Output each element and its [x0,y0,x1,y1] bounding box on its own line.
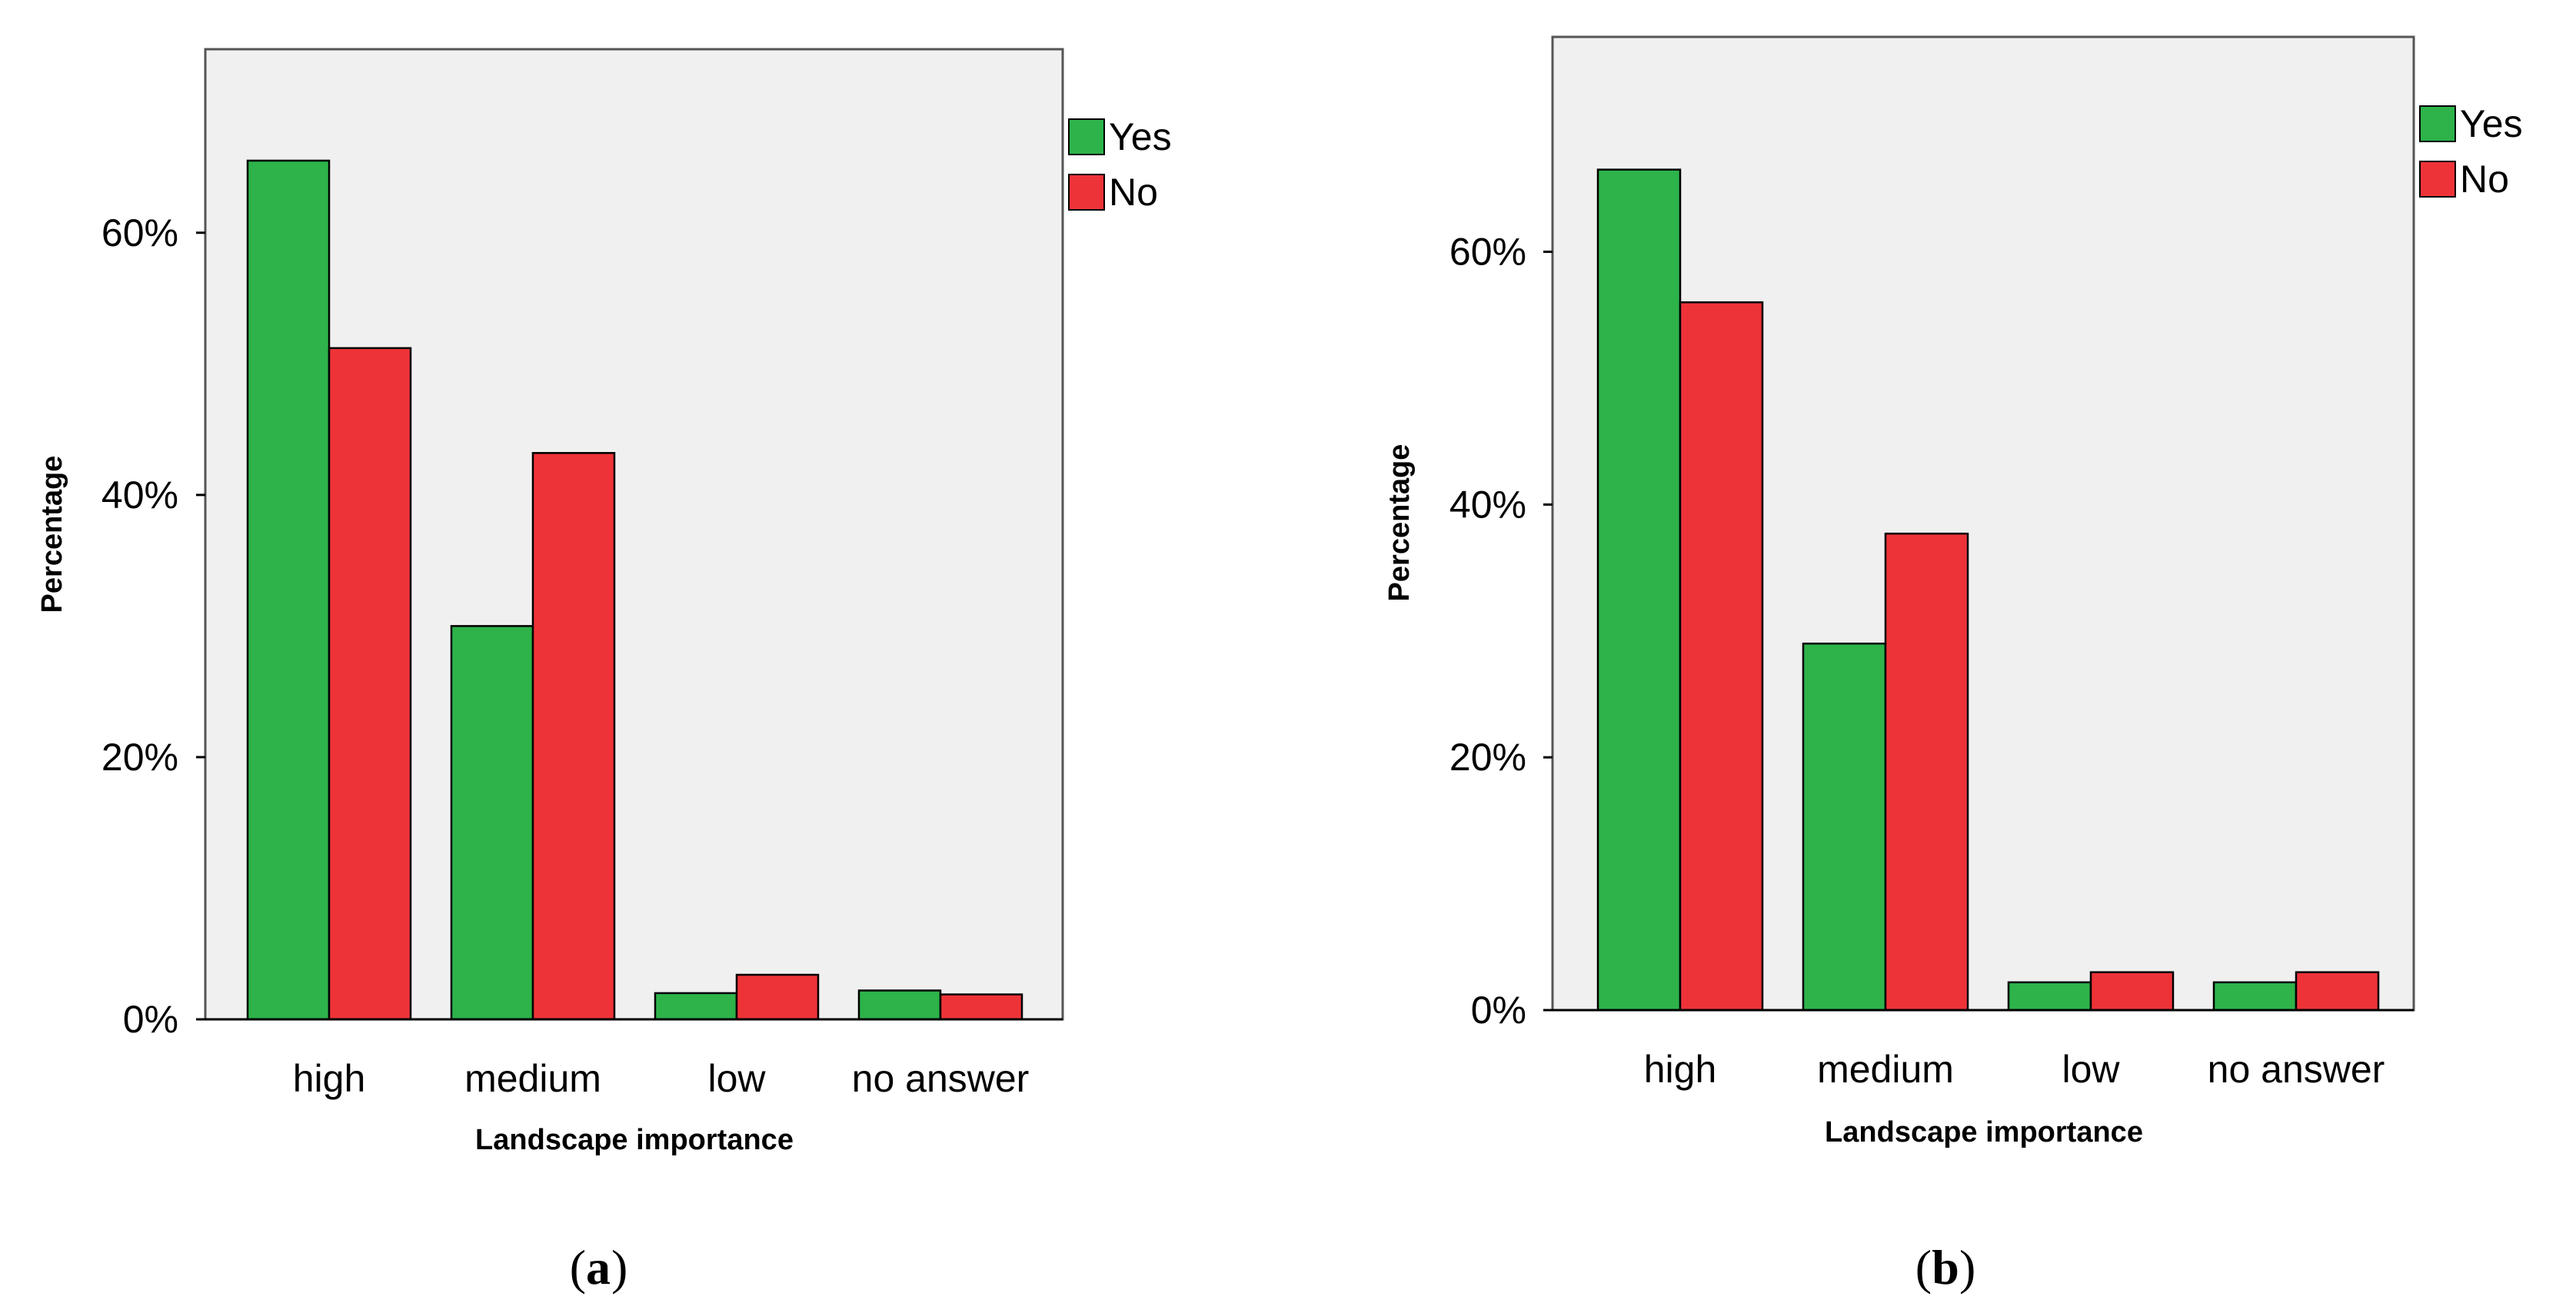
svg-text:(: ( [1915,1240,1932,1295]
bar-b-no-low [2089,971,2175,1012]
legend-swatch-a-no [1068,174,1105,211]
x-category-label-b-0: high [1644,1048,1717,1091]
y-axis-title-b: Percentage [1383,444,1416,602]
x-category-label-b-3: no answer [2208,1048,2385,1091]
x-category-label-b-1: medium [1817,1048,1954,1091]
svg-text:a: a [586,1240,611,1295]
bar-a-no-medium [531,452,616,1021]
x-axis-title-b: Landscape importance [1825,1116,2143,1148]
bar-b-no-medium [1884,532,1969,1012]
x-category-label-a-0: high [293,1057,366,1100]
bar-a-no-low [735,973,820,1021]
bar-a-no-no-answer [939,993,1023,1021]
bar-b-yes-low [2007,981,2092,1012]
chart-panel-b: 0% 20% 40% 60% high medium low no answer Perce… [1383,35,2523,1295]
legend-label-a-yes: Yes [1109,115,1172,158]
bar-a-no-high [328,347,412,1021]
y-tick-label-b-2: 40% [1449,483,1526,526]
bar-b-yes-high [1596,168,1682,1012]
svg-text:b: b [1932,1240,1959,1295]
bar-a-yes-medium [450,625,534,1021]
bar-b-yes-medium [1802,642,1887,1012]
bar-a-yes-high [246,159,331,1021]
legend-label-b-no: No [2460,158,2509,201]
svg-text:): ) [1959,1240,1975,1295]
y-tick-label-a-0: 0% [123,998,178,1041]
legend-a: Yes No [1068,115,1172,214]
y-axis-title-a: Percentage [36,456,68,613]
legend-b: Yes No [2419,102,2523,201]
y-tick-label-a-1: 20% [102,736,178,779]
svg-text:): ) [611,1240,627,1295]
legend-swatch-b-no [2419,161,2456,198]
legend-label-a-no: No [1109,171,1158,214]
bar-a-yes-low [654,992,738,1021]
y-tick-label-b-1: 20% [1449,736,1526,779]
panel-label-b: ( b ) [1915,1240,1976,1295]
chart-panel-a: 0% 20% 40% 60% high medium low no answer Perce… [36,48,1172,1295]
legend-label-b-yes: Yes [2460,102,2523,145]
y-tick-label-a-2: 40% [102,474,178,517]
bar-b-yes-no-answer [2212,981,2298,1012]
legend-swatch-a-yes [1068,118,1105,155]
x-category-label-a-1: medium [464,1057,601,1100]
x-axis-title-a: Landscape importance [475,1124,794,1156]
bar-b-no-no-answer [2295,971,2380,1012]
legend-swatch-b-yes [2419,105,2456,142]
x-category-label-b-2: low [2062,1048,2120,1091]
y-tick-label-a-3: 60% [102,211,178,254]
y-tick-label-b-3: 60% [1449,231,1526,274]
bar-b-no-high [1679,301,1764,1012]
svg-text:(: ( [570,1240,586,1295]
y-tick-label-b-0: 0% [1471,989,1526,1032]
bar-a-yes-no-answer [857,989,942,1021]
x-category-label-a-2: low [707,1057,766,1100]
x-category-label-a-3: no answer [852,1057,1030,1100]
panel-label-a: ( a ) [570,1240,628,1295]
